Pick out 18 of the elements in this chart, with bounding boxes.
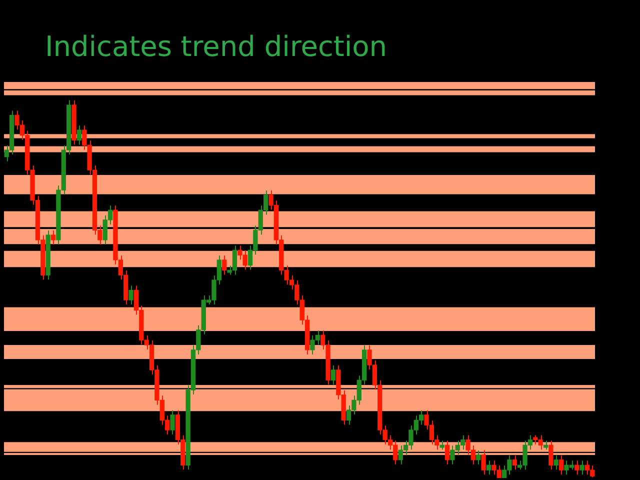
candlestick xyxy=(170,410,175,436)
candlestick xyxy=(444,440,450,465)
chart-title: Indicates trend direction xyxy=(45,30,388,63)
candlestick xyxy=(574,460,580,476)
candlestick xyxy=(222,254,227,276)
candlestick xyxy=(476,450,481,465)
candlestick xyxy=(486,460,492,476)
candlestick xyxy=(512,454,517,470)
candlestick xyxy=(580,460,584,476)
candlestick xyxy=(50,230,56,245)
candlestick xyxy=(558,454,564,476)
candlestick xyxy=(76,124,82,146)
candlestick xyxy=(548,440,554,470)
candlestick xyxy=(481,450,486,476)
candlestick xyxy=(330,364,336,386)
candlestick xyxy=(554,454,558,470)
candlestick xyxy=(128,285,134,306)
candlestick xyxy=(440,440,444,450)
